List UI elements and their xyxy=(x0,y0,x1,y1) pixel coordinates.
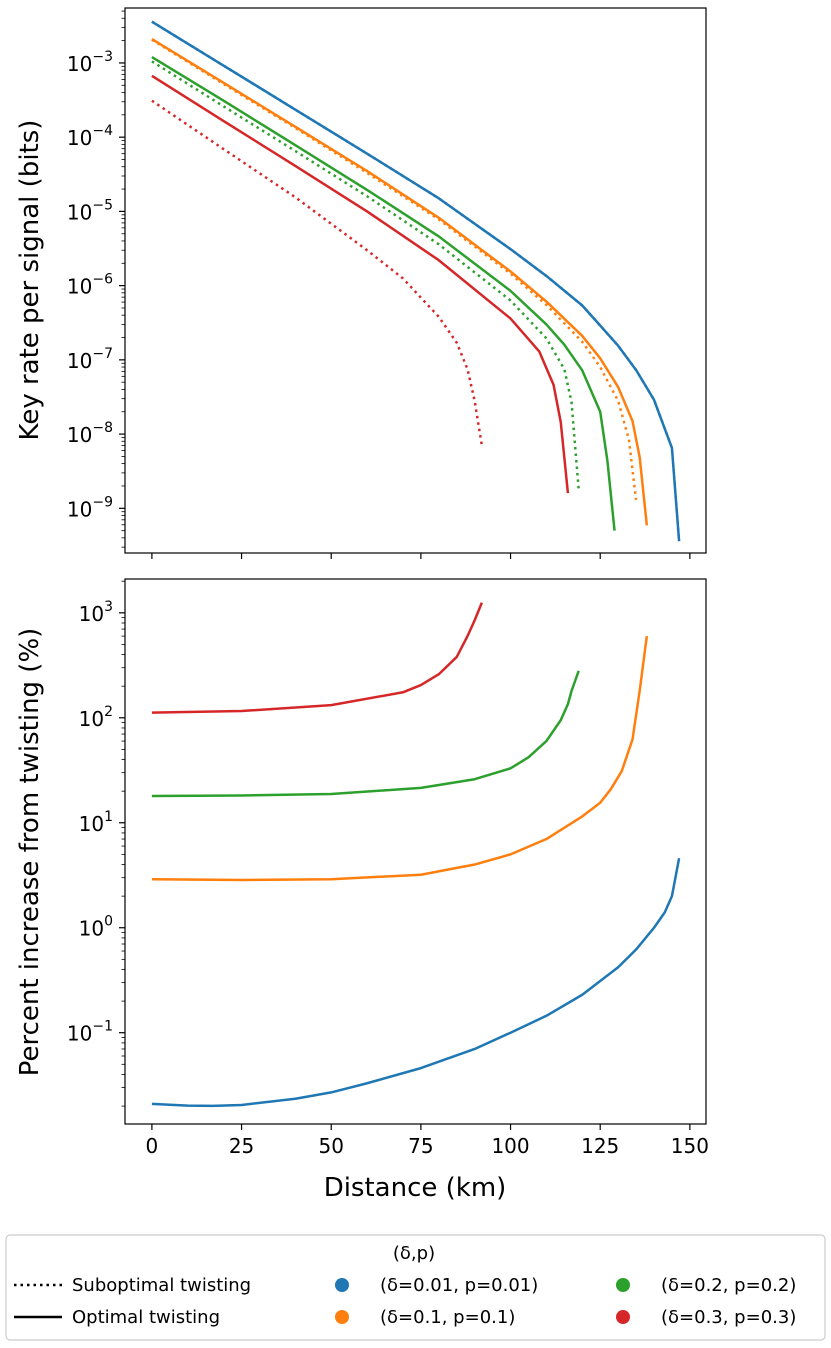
bottom-x-tick-label: 50 xyxy=(318,1134,343,1158)
bottom-y-tick-label: 103 xyxy=(79,599,113,626)
top-y-tick-label: 10−3 xyxy=(67,49,113,76)
bottom-series-0-3-p-0-3 xyxy=(151,602,484,714)
legend-label-green: (δ=0.2, p=0.2) xyxy=(661,1275,796,1296)
top-y-tick-label: 10−4 xyxy=(67,123,113,150)
legend-marker-blue xyxy=(335,1278,349,1292)
legend-marker-red xyxy=(616,1310,630,1324)
legend-title: (δ,p) xyxy=(393,1243,435,1264)
top-plot-frame xyxy=(124,7,707,554)
legend: (δ,p) Suboptimal twisting Optimal twisti… xyxy=(5,1234,826,1341)
top-y-tick-label: 10−7 xyxy=(67,346,113,373)
top-y-tick-label: 10−5 xyxy=(67,197,113,224)
legend-label-orange: (δ=0.1, p=0.1) xyxy=(380,1307,515,1328)
top-series-0-2-p-0-2-suboptimal xyxy=(151,60,580,490)
bottom-x-tick-label: 100 xyxy=(491,1134,529,1158)
top-series-0-1-p-0-1-suboptimal xyxy=(151,38,638,500)
top-series-0-1-p-0-1-optimal xyxy=(151,37,649,526)
bottom-y-axis-label: Percent increase from twisting (%) xyxy=(15,628,45,1077)
bottom-x-tick-label: 0 xyxy=(146,1134,159,1158)
top-series-0-01-p-0-01-optimal xyxy=(151,20,681,542)
bottom-plot-frame xyxy=(124,578,707,1125)
bottom-series-0-1-p-0-1 xyxy=(151,635,649,882)
bottom-y-tick-label: 10−1 xyxy=(67,1019,113,1046)
key-rate-panel: 10−9 10−8 10−7 10−6 10−5 10−4 10−3 Key rate pe… xyxy=(15,7,707,559)
top-series-0-2-p-0-2-optimal xyxy=(151,56,616,531)
top-series-0-3-p-0-3-suboptimal xyxy=(151,99,484,446)
bottom-x-tick-label: 150 xyxy=(671,1134,709,1158)
top-y-tick-label: 10−6 xyxy=(67,272,113,299)
top-y-tick-label: 10−8 xyxy=(67,420,113,447)
bottom-series-0-2-p-0-2 xyxy=(151,670,580,798)
legend-marker-orange xyxy=(335,1310,349,1324)
top-y-axis-label: Key rate per signal (bits) xyxy=(15,120,45,441)
bottom-x-tick-label: 125 xyxy=(581,1134,619,1158)
bottom-x-tick-label: 75 xyxy=(408,1134,433,1158)
percent-increase-panel: 0 25 50 75 100 125 150 10−1 100 101 102 103 Percent… xyxy=(15,578,709,1203)
legend-marker-green xyxy=(616,1278,630,1292)
bottom-series-0-01-p-0-01 xyxy=(151,857,681,1108)
bottom-y-tick-label: 100 xyxy=(79,914,113,941)
bottom-x-tick-label: 25 xyxy=(229,1134,254,1158)
legend-suboptimal-label: Suboptimal twisting xyxy=(72,1275,251,1296)
x-axis-label: Distance (km) xyxy=(324,1173,507,1203)
legend-optimal-label: Optimal twisting xyxy=(72,1307,220,1328)
bottom-y-tick-label: 101 xyxy=(79,809,113,836)
legend-label-red: (δ=0.3, p=0.3) xyxy=(661,1307,796,1328)
top-y-tick-label: 10−9 xyxy=(67,494,113,521)
bottom-y-tick-label: 102 xyxy=(79,704,113,731)
legend-label-blue: (δ=0.01, p=0.01) xyxy=(380,1275,538,1296)
top-series-0-3-p-0-3-optimal xyxy=(151,74,570,494)
top-series-0-01-p-0-01-suboptimal xyxy=(151,20,681,542)
